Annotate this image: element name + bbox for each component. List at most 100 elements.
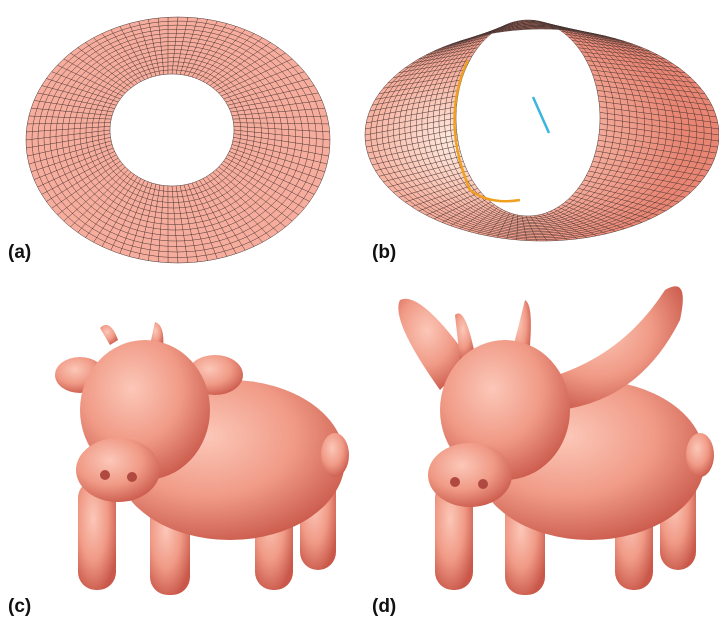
mesh-part [595, 84, 709, 100]
mesh-part [598, 95, 715, 112]
mesh-part [110, 29, 145, 80]
mesh-part [378, 79, 462, 94]
mesh-part [404, 55, 473, 69]
mesh-part [375, 84, 461, 100]
mesh-part [57, 64, 123, 97]
mesh-part [365, 20, 719, 241]
mesh-part [561, 31, 625, 42]
mesh-part [128, 23, 153, 78]
mesh-part [37, 151, 115, 188]
mesh-part [433, 22, 631, 223]
mesh-part [581, 51, 673, 64]
mesh-part [51, 71, 121, 100]
mesh-part [187, 184, 218, 259]
mesh-part [418, 47, 478, 60]
mesh-part [148, 184, 161, 261]
mesh-part [557, 206, 616, 232]
mesh-part [110, 180, 145, 251]
mesh-part [26, 17, 330, 263]
mesh-part [34, 100, 114, 113]
mesh-part [199, 29, 246, 80]
mesh-part [404, 179, 473, 203]
mesh-part [546, 212, 588, 238]
mesh-part [119, 181, 149, 254]
mesh-part [138, 21, 157, 76]
mesh-part [378, 155, 462, 177]
mesh-part [63, 166, 126, 222]
mesh-part [366, 128, 457, 148]
mesh-part [597, 90, 712, 106]
mesh-part [365, 123, 457, 142]
mesh-part [31, 144, 113, 173]
mesh-part [586, 60, 686, 73]
mesh-part [77, 171, 132, 233]
mesh-part [599, 117, 719, 136]
mesh-part [195, 181, 237, 254]
mesh-part [225, 157, 310, 202]
mesh-part [199, 180, 246, 251]
mesh-part [229, 92, 319, 109]
mesh-part [597, 145, 712, 166]
mesh-part [215, 169, 286, 228]
mesh-part [26, 126, 111, 133]
mesh-part [218, 166, 293, 222]
mesh-part [477, 26, 502, 37]
mesh-part [187, 21, 218, 77]
mesh-part [233, 137, 329, 157]
mesh-part [41, 154, 117, 195]
mesh-part [221, 64, 299, 97]
mesh-part [171, 16, 179, 75]
mesh-part [223, 71, 305, 100]
mesh-part [578, 188, 666, 212]
mesh-part [128, 182, 153, 257]
mesh-part [195, 26, 237, 79]
mesh-part [450, 201, 491, 226]
panel-label: (b) [372, 242, 396, 263]
mesh-part [231, 144, 325, 173]
mesh-part [590, 69, 697, 84]
mesh-part [516, 20, 519, 31]
mesh-part [28, 115, 112, 120]
mesh-part [387, 165, 466, 188]
mesh-part [77, 47, 132, 89]
mesh-part [202, 178, 255, 247]
mesh-part [372, 145, 459, 166]
mesh-part [179, 17, 199, 75]
mesh-part [191, 182, 228, 257]
mesh-part [212, 47, 279, 89]
mesh-part [598, 139, 715, 160]
mesh-part [554, 209, 607, 235]
mesh-part [393, 170, 468, 193]
mesh-part [592, 74, 701, 89]
deformed-cow-model [398, 286, 714, 595]
mesh-part [218, 58, 293, 94]
mesh-part [33, 147, 114, 180]
mesh-part [398, 175, 470, 198]
axis-line [531, 96, 551, 134]
mesh-part [138, 184, 157, 259]
mesh-part [229, 151, 319, 188]
mesh-part [425, 191, 481, 216]
mesh-part [93, 37, 138, 84]
mesh-part [233, 133, 330, 149]
mesh-part [575, 43, 658, 56]
mesh-part [592, 160, 701, 183]
mesh-part [561, 204, 625, 229]
mesh-part [366, 106, 457, 124]
boundary-curve [453, 59, 521, 203]
mesh-part [571, 40, 651, 52]
mesh-part [383, 74, 464, 89]
mesh-part [25, 129, 111, 141]
mesh-part [529, 215, 548, 242]
mesh-part [418, 188, 478, 212]
mesh-part [70, 169, 129, 228]
mesh-part [565, 201, 634, 227]
mesh-part [595, 150, 709, 171]
mesh-part [578, 47, 666, 60]
mesh-part [411, 51, 475, 64]
cow-model [55, 322, 349, 595]
mesh-part [383, 160, 464, 183]
mesh-part [575, 191, 658, 216]
mesh-part [230, 100, 322, 113]
mesh-part [233, 126, 330, 133]
